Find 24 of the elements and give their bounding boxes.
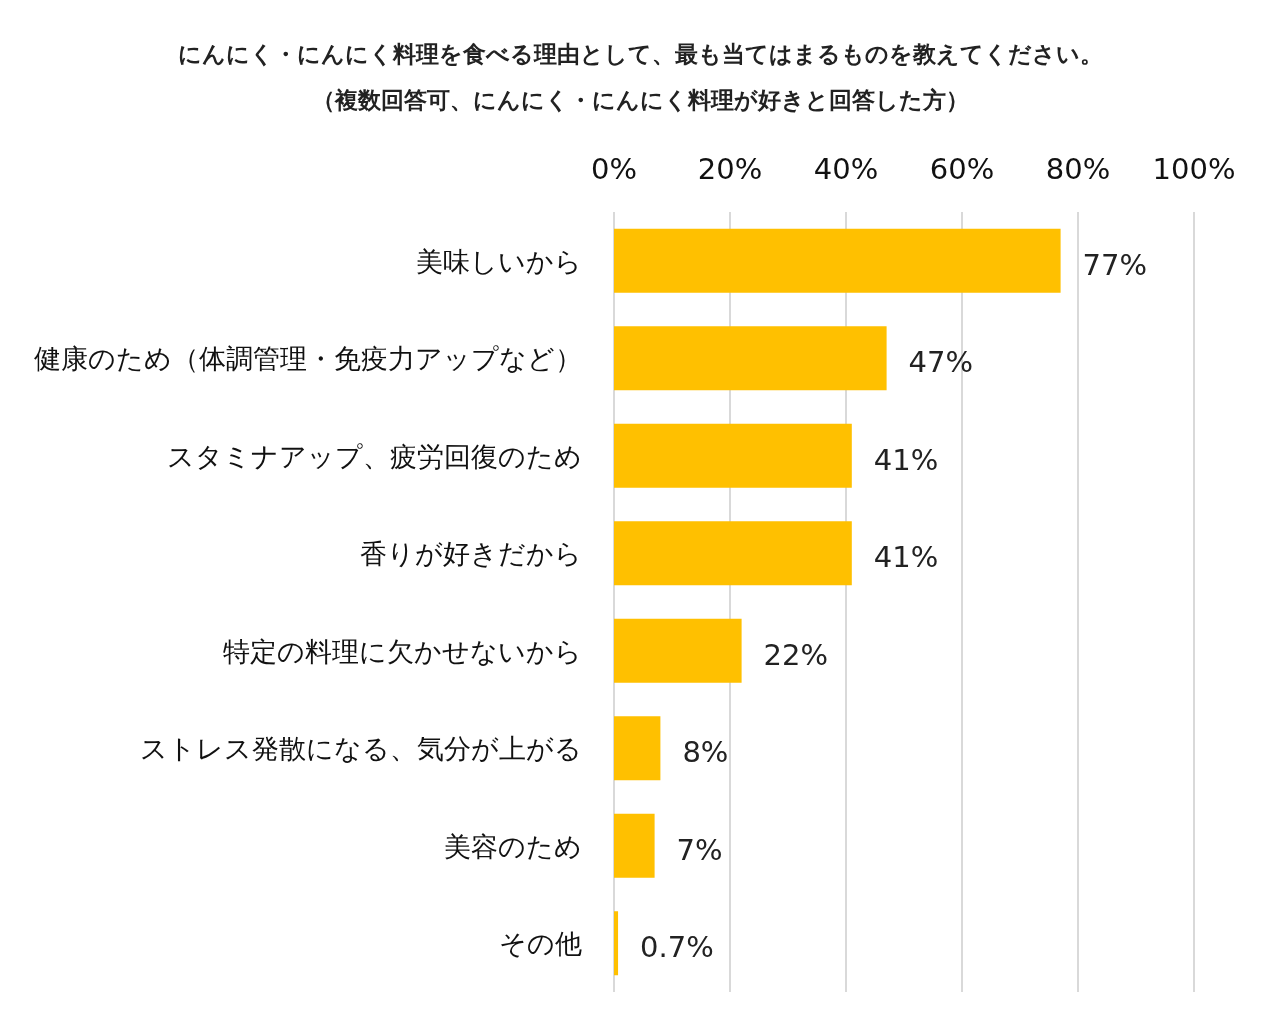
x-tick-label: 40%: [813, 152, 879, 186]
subtitle: （複数回答可、にんにく・にんにく料理が好きと回答した方）: [311, 87, 969, 113]
value-label: 0.7%: [640, 930, 714, 965]
value-label: 22%: [763, 637, 829, 672]
category-label: 健康のため（体調管理・免疫力アップなど）: [34, 343, 582, 375]
value-label: 7%: [676, 832, 723, 867]
x-tick-label: 0%: [591, 152, 637, 186]
x-tick-label: 100%: [1152, 152, 1236, 186]
x-tick-label: 60%: [929, 152, 995, 186]
category-label: 美味しいから: [416, 245, 582, 277]
value-label: 8%: [682, 735, 729, 770]
x-tick-label: 20%: [697, 152, 763, 186]
x-tick-label: 80%: [1045, 152, 1111, 186]
category-label: 特定の料理に欠かせないから: [223, 635, 582, 667]
category-label: ストレス発散になる、気分が上がる: [140, 733, 582, 765]
value-label: 47%: [908, 345, 974, 380]
value-label: 77%: [1082, 247, 1148, 282]
category-label: 美容のため: [444, 830, 582, 862]
value-label: 41%: [873, 442, 939, 477]
category-label: 香りが好きだから: [360, 538, 582, 570]
category-label: スタミナアップ、疲労回復のため: [167, 440, 582, 472]
title: にんにく・にんにく料理を食べる理由として、最も当てはまるものを教えてください。: [177, 41, 1103, 67]
value-label: 41%: [873, 540, 939, 575]
category-label: その他: [499, 928, 582, 960]
